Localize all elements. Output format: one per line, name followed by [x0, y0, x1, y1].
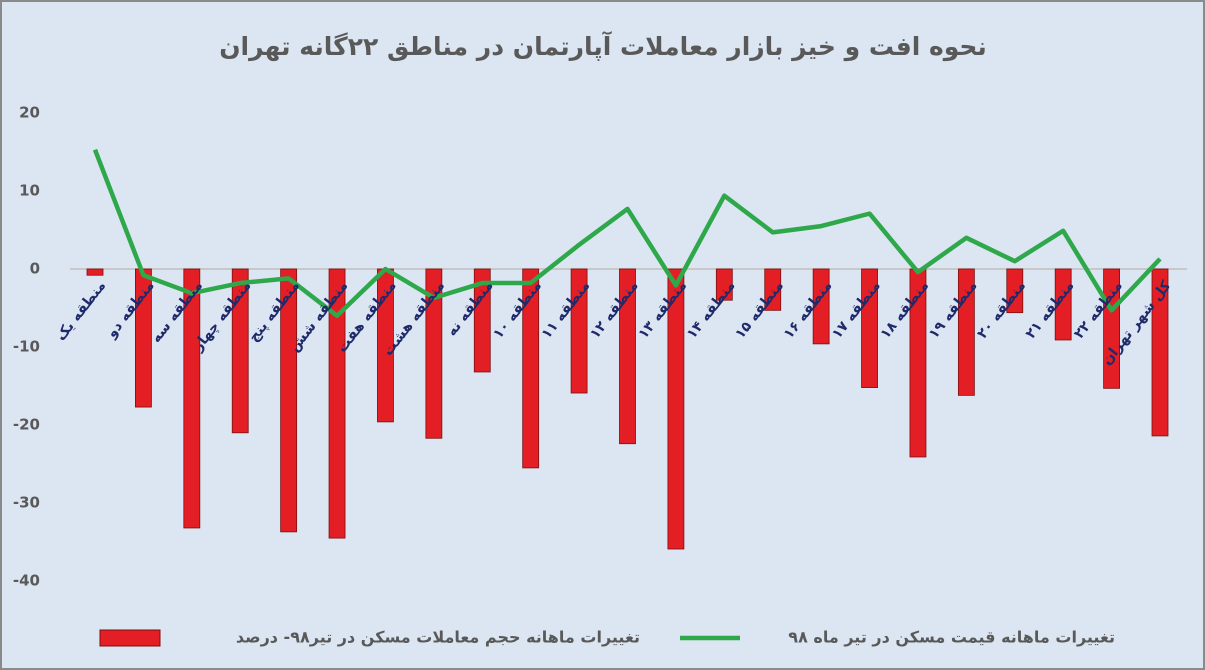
y-tick-label: 0	[30, 260, 40, 278]
bar	[570, 268, 588, 394]
legend-label: تغییرات ماهانه حجم معاملات مسکن در تیر۹۸…	[236, 628, 640, 647]
bar	[86, 268, 104, 276]
y-tick-label: -20	[13, 416, 40, 434]
bar	[183, 268, 201, 529]
bar	[1054, 268, 1072, 341]
y-tick-label: -40	[13, 572, 40, 590]
bar	[764, 268, 782, 311]
y-tick-label: 20	[19, 104, 40, 122]
y-tick-label: 10	[19, 182, 40, 200]
bar	[231, 268, 249, 434]
bar	[1151, 268, 1169, 437]
legend-label: تغییرات ماهانه قیمت مسکن در تیر ماه ۹۸	[788, 628, 1115, 647]
bar	[812, 268, 830, 345]
bar	[425, 268, 443, 439]
legend-swatch	[99, 629, 161, 647]
bar	[861, 268, 878, 388]
bar	[1103, 268, 1120, 389]
bar	[522, 268, 540, 469]
y-tick-label: -30	[13, 494, 40, 512]
y-tick-label: -10	[13, 338, 40, 356]
bar	[667, 268, 685, 550]
line	[92, 148, 1162, 319]
bar	[619, 268, 636, 445]
bar	[957, 268, 975, 396]
bar	[280, 268, 298, 533]
bar	[1006, 268, 1024, 314]
bar	[328, 268, 346, 539]
chart-title: نحوه افت و خیز بازار معاملات آپارتمان در…	[219, 31, 987, 62]
bar	[715, 268, 733, 301]
bar	[473, 268, 491, 373]
